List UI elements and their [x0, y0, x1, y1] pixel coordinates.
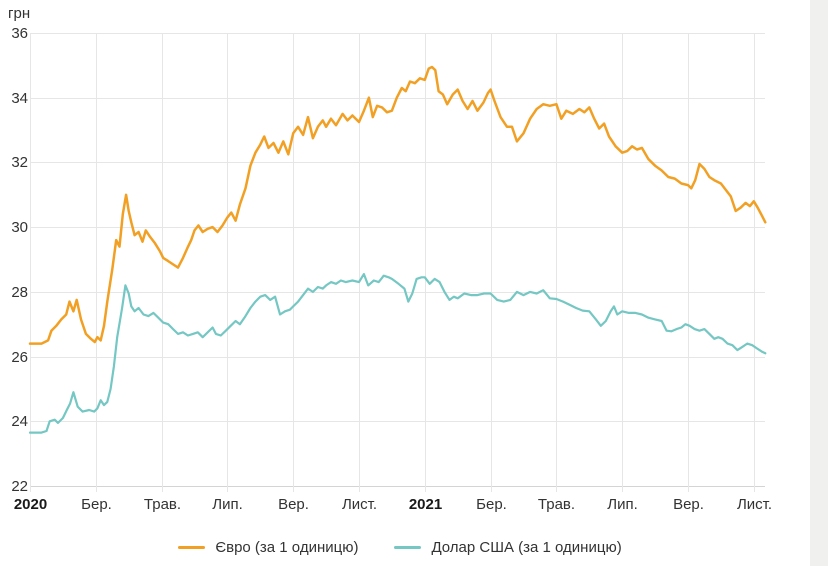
legend-item-euro[interactable]: Євро (за 1 одиницю) — [178, 539, 358, 556]
x-tick-label-year: 2021 — [408, 496, 443, 513]
x-tick-label-month: Трав. — [143, 496, 182, 513]
legend-label-dollar: Долар США (за 1 одиницю) — [431, 538, 622, 556]
y-tick-label: 24 — [11, 412, 28, 430]
dollar-line-swatch-icon — [394, 545, 422, 549]
x-tick-label-month: Лип. — [212, 496, 243, 513]
y-tick-label: 28 — [11, 283, 28, 301]
y-tick-label: 34 — [11, 89, 28, 107]
euro-line-series — [28, 65, 767, 345]
y-tick-label: 36 — [11, 24, 28, 42]
x-tick-label-month: Лист. — [341, 496, 378, 513]
chart-legend: Євро (за 1 одиницю) Долар США (за 1 один… — [0, 535, 800, 559]
x-tick-label-month: Лист. — [736, 496, 773, 513]
euro-line-swatch-icon — [178, 545, 206, 549]
x-tick-label-month: Бер. — [476, 496, 507, 513]
legend-item-dollar[interactable]: Долар США (за 1 одиницю) — [394, 538, 622, 556]
y-tick-label: 30 — [11, 218, 28, 236]
x-tick-label-month: Вер. — [278, 496, 309, 513]
y-axis-unit-label: грн — [8, 5, 31, 22]
x-tick-label-month: Трав. — [537, 496, 576, 513]
y-tick-label: 32 — [11, 153, 28, 171]
x-tick-label-month: Лип. — [607, 496, 638, 513]
y-tick-label: 22 — [11, 477, 28, 495]
x-tick-label-year: 2020 — [13, 496, 48, 513]
page-background-strip — [810, 0, 828, 566]
y-tick-label: 26 — [11, 348, 28, 366]
legend-label-euro: Євро (за 1 одиницю) — [215, 538, 359, 556]
dollar-line-series — [28, 273, 767, 434]
x-tick-label-month: Бер. — [81, 496, 112, 513]
x-tick-label-month: Вер. — [673, 496, 704, 513]
